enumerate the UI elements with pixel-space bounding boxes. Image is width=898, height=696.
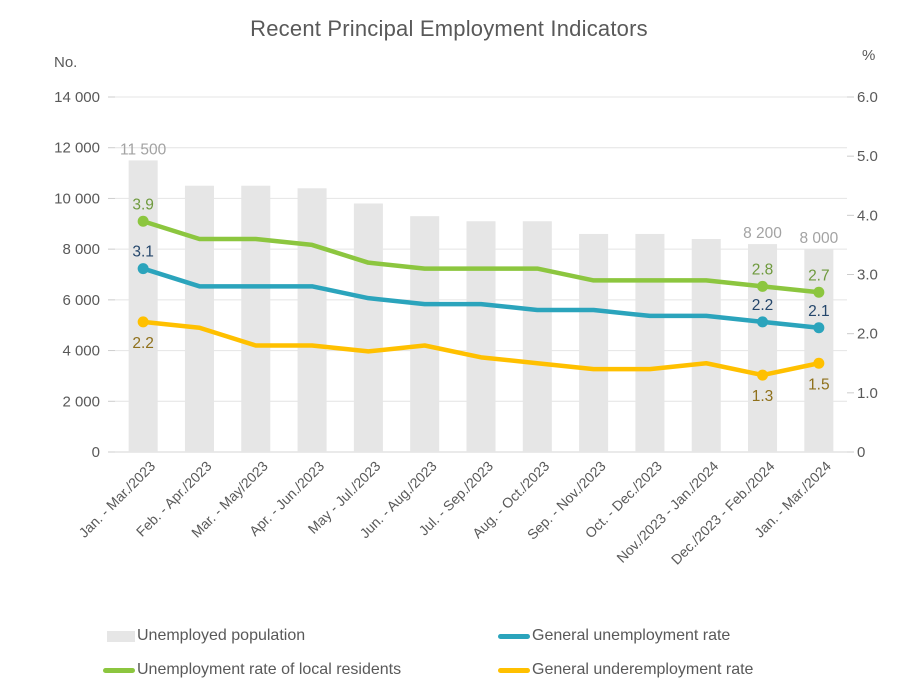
line-marker: [137, 263, 149, 275]
bar-unemployed-population: [579, 233, 609, 452]
legend-label: General unemployment rate: [532, 627, 731, 644]
data-label: 11 500: [120, 141, 167, 158]
bar-unemployed-population: [297, 188, 327, 453]
legend-label: General underemployment rate: [532, 661, 754, 678]
left-axis-tick-label: 12 000: [54, 140, 100, 157]
line-marker: [757, 369, 769, 381]
line-marker: [757, 316, 769, 328]
bar-unemployed-population: [410, 216, 440, 452]
bar-unemployed-population: [691, 239, 721, 452]
line-marker: [757, 280, 769, 292]
right-axis-tick-label: 4.0: [857, 207, 878, 224]
data-label: 2.1: [808, 303, 830, 320]
line-marker: [813, 322, 825, 334]
line-marker: [137, 215, 149, 227]
left-axis-tick-label: 14 000: [54, 89, 100, 106]
left-axis-unit-label: No.: [54, 54, 78, 71]
right-axis-tick-label: 1.0: [857, 385, 878, 402]
data-label: 2.2: [752, 297, 774, 314]
legend-bar-swatch-icon: [107, 630, 135, 642]
x-axis-label: Nov./2023 - Jan./2024: [613, 458, 721, 566]
line-series: [140, 219, 822, 295]
data-label: 2.2: [132, 335, 154, 352]
chart-title: Recent Principal Employment Indicators: [250, 16, 648, 41]
x-axis-label: Dec./2023 - Feb./2024: [668, 458, 778, 568]
line-marker: [137, 316, 149, 328]
right-axis-unit-label: %: [862, 47, 876, 64]
data-label: 3.9: [132, 196, 154, 213]
left-axis-tick-label: 8 000: [62, 241, 100, 258]
bar-unemployed-population: [522, 221, 552, 452]
bar-unemployed-population: [353, 203, 383, 452]
data-label: 2.8: [752, 261, 774, 278]
left-axis-tick-label: 10 000: [54, 190, 100, 207]
legend-line-swatch-icon: [103, 667, 135, 673]
right-axis-tick-label: 0: [857, 444, 865, 461]
legend-label: Unemployment rate of local residents: [137, 661, 402, 678]
line-marker: [813, 286, 825, 298]
right-axis-tick-label: 6.0: [857, 89, 878, 106]
bar-unemployed-population: [128, 160, 158, 452]
legend-line-swatch-icon: [498, 667, 530, 673]
right-axis-tick-label: 3.0: [857, 267, 878, 284]
left-axis-tick-label: 0: [92, 444, 100, 461]
legend-item: General unemployment rate: [498, 627, 730, 645]
data-label: 1.5: [808, 376, 830, 393]
line-series: [140, 319, 822, 378]
line-marker: [813, 357, 825, 369]
data-label: 2.7: [808, 267, 830, 284]
legend-item: Unemployed population: [107, 627, 305, 645]
right-axis-tick-label: 5.0: [857, 148, 878, 165]
legend-line-swatch-icon: [498, 633, 530, 639]
line-series: [140, 266, 822, 330]
legend-item: General underemployment rate: [498, 661, 753, 679]
left-axis-tick-label: 2 000: [62, 393, 100, 410]
data-label: 8 000: [799, 230, 838, 247]
bar-unemployed-population: [466, 221, 496, 452]
right-axis-tick-label: 2.0: [857, 326, 878, 343]
bar-unemployed-population: [241, 185, 271, 452]
bar-unemployed-population: [748, 244, 778, 452]
bar-unemployed-population: [804, 249, 834, 452]
left-axis-tick-label: 4 000: [62, 343, 100, 360]
data-label: 8 200: [743, 225, 782, 242]
legend-item: Unemployment rate of local residents: [103, 661, 401, 679]
left-axis-tick-label: 6 000: [62, 292, 100, 309]
bar-unemployed-population: [635, 233, 665, 452]
data-label: 3.1: [132, 244, 154, 261]
bar-unemployed-population: [184, 185, 214, 452]
data-label: 1.3: [752, 388, 774, 405]
legend-label: Unemployed population: [137, 627, 306, 644]
